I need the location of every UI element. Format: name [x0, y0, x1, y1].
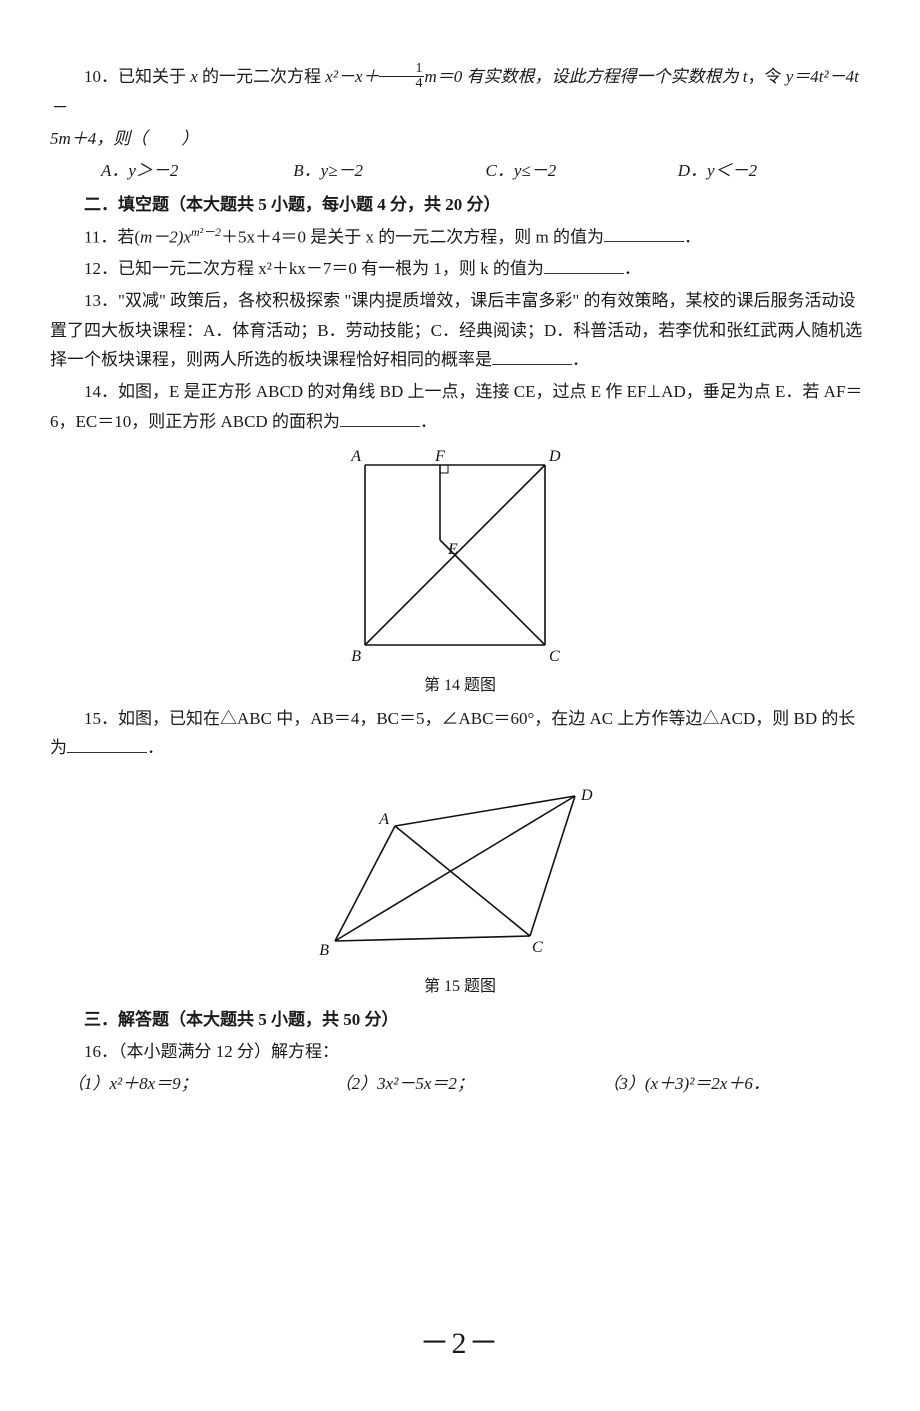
- section2-title: 二．填空题（本大题共 5 小题，每小题 4 分，共 20 分）: [50, 190, 870, 220]
- svg-text:C: C: [549, 648, 560, 665]
- q16-p1: （1）x²＋8x＝9；: [67, 1069, 335, 1099]
- svg-text:B: B: [351, 648, 361, 665]
- q10-text3: ，令: [748, 67, 786, 86]
- svg-text:A: A: [378, 811, 389, 828]
- svg-text:B: B: [319, 942, 329, 959]
- svg-text:E: E: [447, 541, 458, 558]
- q10-line1: 10．已知关于 x 的一元二次方程 x²－x＋14m＝0 有实数根，设此方程得一…: [50, 62, 870, 122]
- q12: 12．已知一元二次方程 x²＋kx－7＝0 有一根为 1，则 k 的值为．: [50, 254, 870, 284]
- fig14-svg: A D B C F E: [345, 445, 575, 670]
- q16-head: 16．（本小题满分 12 分）解方程：: [50, 1037, 870, 1067]
- svg-text:D: D: [580, 787, 593, 804]
- q11-blank: [604, 224, 684, 242]
- q10-optA: A．y＞－2: [101, 156, 293, 186]
- q15: 15．如图，已知在△ABC 中，AB＝4，BC＝5，∠ABC＝60°，在边 AC…: [50, 704, 870, 764]
- q16-p3: （3）(x＋3)²＝2x＋6．: [602, 1069, 870, 1099]
- q13: 13．"双减" 政策后，各校积极探索 "课内提质增效，课后丰富多彩" 的有效策略…: [50, 286, 870, 375]
- q11: 11．若(m－2)xm²－2＋5x＋4＝0 是关于 x 的一元二次方程，则 m …: [50, 222, 870, 252]
- q10-optC: C．y≤－2: [486, 156, 678, 186]
- q10-text: 10．已知关于: [84, 67, 190, 86]
- q14-blank: [340, 409, 420, 427]
- q16-parts: （1）x²＋8x＝9； （2）3x²－5x＝2； （3）(x＋3)²＝2x＋6．: [50, 1069, 870, 1099]
- svg-text:F: F: [434, 448, 445, 465]
- page-number: －2－: [50, 1318, 870, 1371]
- q10-eq: x²－x＋: [325, 67, 379, 86]
- q15-blank: [67, 735, 147, 753]
- q16-p2: （2）3x²－5x＝2；: [335, 1069, 603, 1099]
- q12-blank: [544, 256, 624, 274]
- fig15: A B C D 第 15 题图: [50, 771, 870, 1001]
- q10-x: x: [190, 67, 198, 86]
- fig14-caption: 第 14 题图: [50, 672, 870, 700]
- fig15-svg: A B C D: [315, 771, 605, 971]
- q13-blank: [492, 347, 572, 365]
- q10-eq2: m＝0 有实数根，设此方程得一个实数根为: [424, 67, 742, 86]
- section3-title: 三．解答题（本大题共 5 小题，共 50 分）: [50, 1005, 870, 1035]
- q10-text2: 的一元二次方程: [198, 67, 326, 86]
- svg-text:A: A: [350, 448, 361, 465]
- q14: 14．如图，E 是正方形 ABCD 的对角线 BD 上一点，连接 CE，过点 E…: [50, 377, 870, 437]
- fig15-caption: 第 15 题图: [50, 973, 870, 1001]
- svg-text:C: C: [532, 939, 543, 956]
- q10-line2: 5m＋4，则（ ）: [50, 124, 870, 154]
- q10-frac: 14: [379, 62, 424, 91]
- q10-options: A．y＞－2 B．y≥－2 C．y≤－2 D．y＜－2: [50, 156, 870, 186]
- fig14: A D B C F E 第 14 题图: [50, 445, 870, 700]
- svg-text:D: D: [548, 448, 561, 465]
- q10-optB: B．y≥－2: [293, 156, 485, 186]
- q10-optD: D．y＜－2: [678, 156, 870, 186]
- q10-cont: 5m＋4，则（ ）: [50, 129, 198, 148]
